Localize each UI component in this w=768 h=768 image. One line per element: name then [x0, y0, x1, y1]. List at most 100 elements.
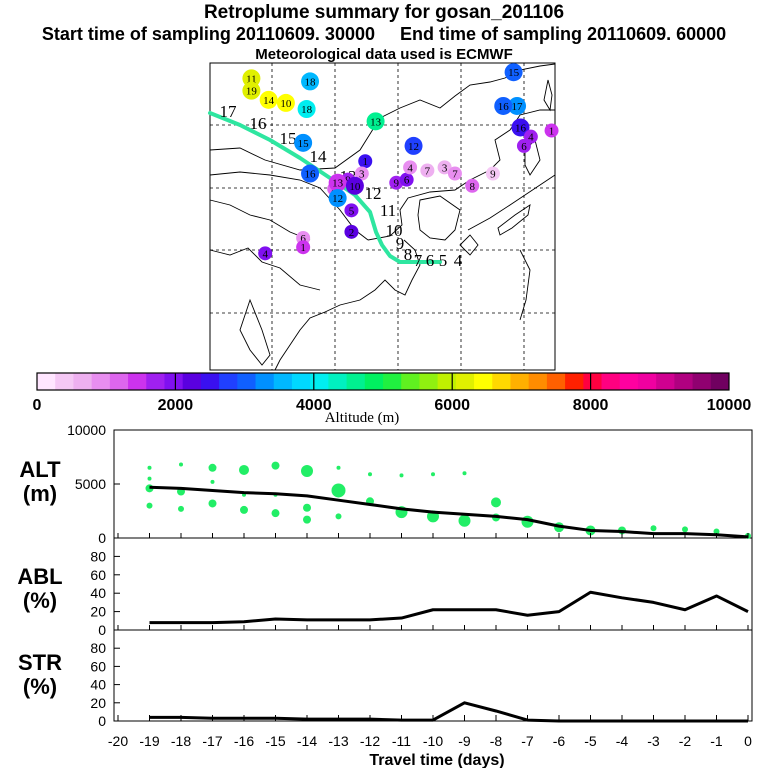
x-tick-label: -1 [710, 733, 723, 749]
colorbar-cell [674, 373, 694, 390]
colorbar-cell [255, 373, 275, 390]
colorbar-cell [401, 373, 420, 390]
y-tick-label: 60 [90, 567, 106, 583]
alt-point [368, 472, 372, 477]
str-unit: (%) [23, 674, 57, 699]
map-point-marker [296, 240, 311, 255]
y-tick-label: 5000 [75, 476, 106, 492]
map-point-label: 1 [549, 126, 555, 138]
map-point-marker [465, 178, 480, 193]
colorbar-cell [346, 373, 366, 390]
alt-point [303, 515, 311, 524]
alt-point [239, 464, 249, 475]
map-point-marker [301, 72, 320, 91]
map-point-marker [404, 136, 423, 155]
colorbar-cell [91, 373, 111, 390]
colorbar-cell [710, 373, 730, 390]
map-point-marker [344, 224, 359, 239]
colorbar-cell [637, 373, 657, 390]
alt-point [179, 462, 183, 467]
x-tick-label: -14 [297, 733, 317, 749]
colorbar-label: Altitude (m) [325, 410, 400, 426]
alt-point [147, 465, 152, 470]
map-point-label: 18 [305, 76, 317, 88]
map-points: 1119181410181315121169341310129647379816… [242, 63, 559, 261]
y-tick-label: 60 [90, 658, 106, 674]
x-tick-label: -4 [616, 733, 629, 749]
map-point-marker [403, 160, 418, 175]
trajectory-label: 9 [396, 234, 405, 253]
colorbar-cell [364, 373, 384, 390]
alt-point [178, 505, 184, 512]
map-point-label: 7 [452, 169, 458, 181]
map-point-label: 8 [469, 181, 475, 193]
x-tick-label: -15 [265, 733, 285, 749]
colorbar-cell [55, 373, 74, 390]
alt-plot: 10000 5000 0 [67, 422, 751, 546]
map-point-label: 9 [490, 169, 496, 181]
colorbar-cell [492, 373, 511, 390]
colorbar-cell [200, 373, 220, 390]
series-line [149, 590, 749, 625]
map-point-marker [276, 93, 295, 112]
map-point-label: 16 [515, 122, 527, 134]
colorbar-cell [474, 373, 493, 390]
map-point-label: 14 [263, 95, 275, 107]
y-tick-label: 20 [90, 604, 106, 620]
colorbar-tick-label: 8000 [573, 397, 609, 414]
y-tick-label: 40 [90, 585, 106, 601]
abl-unit: (%) [23, 588, 57, 613]
colorbar-tick-label: 4000 [296, 397, 332, 414]
map-point-marker [504, 63, 523, 82]
map-point-marker [437, 160, 452, 175]
map-point-label: 2 [349, 227, 355, 239]
alt-point [335, 513, 342, 520]
map-point-marker [399, 172, 414, 187]
map-point-label: 11 [246, 73, 257, 85]
colorbar-tick-label: 0 [33, 397, 42, 414]
colorbar-cell [510, 373, 530, 390]
trajectory-label: 17 [220, 102, 238, 121]
trajectory-labels: 1716151413121110987654 [220, 102, 463, 270]
trajectory-label: 4 [454, 251, 463, 270]
x-tick-label: -10 [423, 733, 443, 749]
y-tick-label: 0 [98, 713, 106, 729]
x-tick-label: -6 [553, 733, 566, 749]
map-point-label: 15 [508, 67, 520, 79]
sampling-times: Start time of sampling 20110609. 30000 E… [0, 24, 768, 45]
alt-point [336, 465, 341, 470]
colorbar-cell [219, 373, 238, 390]
alt-point [491, 497, 501, 508]
colorbar-cell [109, 373, 129, 390]
alt-point [713, 528, 720, 535]
map-point-label: 4 [407, 162, 413, 174]
trajectory-label: 6 [426, 251, 435, 270]
abl-plot: 80 60 40 20 0 [90, 548, 749, 638]
trajectory-label: 5 [439, 251, 448, 270]
series-line [149, 485, 749, 539]
trajectory-label: 7 [414, 251, 423, 270]
colorbar-tick-label: 10000 [707, 397, 752, 414]
colorbar-tick-label: 2000 [158, 397, 194, 414]
str-panel-frame [113, 629, 753, 722]
map-panel: 1716151413121110987654 11191814101813151… [208, 62, 559, 371]
y-tick-label: 80 [90, 640, 106, 656]
colorbar-cell [182, 373, 202, 390]
colorbar-cell [546, 373, 566, 390]
x-tick-label: 0 [744, 733, 752, 749]
met-data-note: Meteorological data used is ECMWF [255, 46, 513, 63]
map-point-label: 1 [363, 156, 369, 168]
colorbar-cell [73, 373, 93, 390]
x-tick-label: -3 [647, 733, 660, 749]
map-point-marker [447, 166, 462, 181]
map-point-label: 7 [425, 165, 431, 177]
map-point-marker [328, 173, 347, 192]
x-tick-label: -5 [584, 733, 597, 749]
colorbar-frame [36, 372, 730, 391]
map-point-marker [328, 189, 347, 208]
colorbar-cell [273, 373, 293, 390]
map-point-label: 12 [408, 141, 419, 153]
x-tick-label: -7 [521, 733, 534, 749]
abl-panel-frame [113, 537, 753, 631]
colorbar-cell [455, 373, 475, 390]
